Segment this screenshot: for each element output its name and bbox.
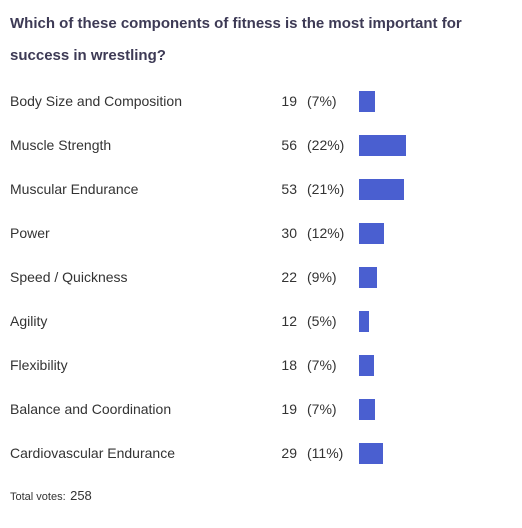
vote-percent: (11%): [307, 445, 344, 461]
option-label: Muscular Endurance: [10, 181, 139, 197]
vote-count: 19: [281, 401, 297, 417]
option-label: Balance and Coordination: [10, 401, 172, 417]
vote-count: 29: [281, 445, 297, 461]
bar: [359, 179, 404, 200]
poll-row: Balance and Coordination 19 (7%): [0, 398, 522, 422]
poll-question: Which of these components of fitness is …: [10, 15, 462, 64]
bar: [359, 355, 375, 376]
poll-row: Agility 12 (5%): [0, 310, 522, 334]
total-votes: Total votes: 258: [10, 487, 92, 505]
option-label: Power: [10, 225, 50, 241]
vote-percent: (22%): [307, 137, 345, 153]
vote-count: 56: [281, 137, 297, 153]
bar: [359, 91, 375, 112]
bar: [359, 267, 378, 288]
vote-count: 53: [281, 181, 297, 197]
bar: [359, 223, 385, 244]
vote-percent: (7%): [307, 93, 337, 109]
bar: [359, 311, 370, 332]
option-label: Speed / Quickness: [10, 269, 128, 285]
total-votes-value: 258: [70, 488, 92, 503]
poll-row: Muscle Strength 56 (22%): [0, 134, 522, 158]
poll-row: Flexibility 18 (7%): [0, 354, 522, 378]
vote-count: 22: [281, 269, 297, 285]
bar: [359, 443, 384, 464]
poll-row: Cardiovascular Endurance 29 (11%): [0, 442, 522, 466]
option-label: Body Size and Composition: [10, 93, 182, 109]
vote-percent: (7%): [307, 357, 337, 373]
vote-percent: (12%): [307, 225, 345, 241]
poll-row: Muscular Endurance 53 (21%): [0, 178, 522, 202]
poll-row: Power 30 (12%): [0, 222, 522, 246]
bar: [359, 135, 407, 156]
option-label: Agility: [10, 313, 48, 329]
poll-row: Body Size and Composition 19 (7%): [0, 90, 522, 114]
vote-count: 19: [281, 93, 297, 109]
vote-count: 12: [281, 313, 297, 329]
option-label: Flexibility: [10, 357, 68, 373]
option-label: Cardiovascular Endurance: [10, 445, 175, 461]
vote-percent: (5%): [307, 313, 337, 329]
total-votes-label: Total votes:: [10, 491, 66, 503]
option-label: Muscle Strength: [10, 137, 112, 153]
vote-percent: (7%): [307, 401, 337, 417]
vote-percent: (9%): [307, 269, 337, 285]
vote-count: 18: [281, 357, 297, 373]
vote-percent: (21%): [307, 181, 345, 197]
poll-row: Speed / Quickness 22 (9%): [0, 266, 522, 290]
vote-count: 30: [281, 225, 297, 241]
bar: [359, 399, 375, 420]
